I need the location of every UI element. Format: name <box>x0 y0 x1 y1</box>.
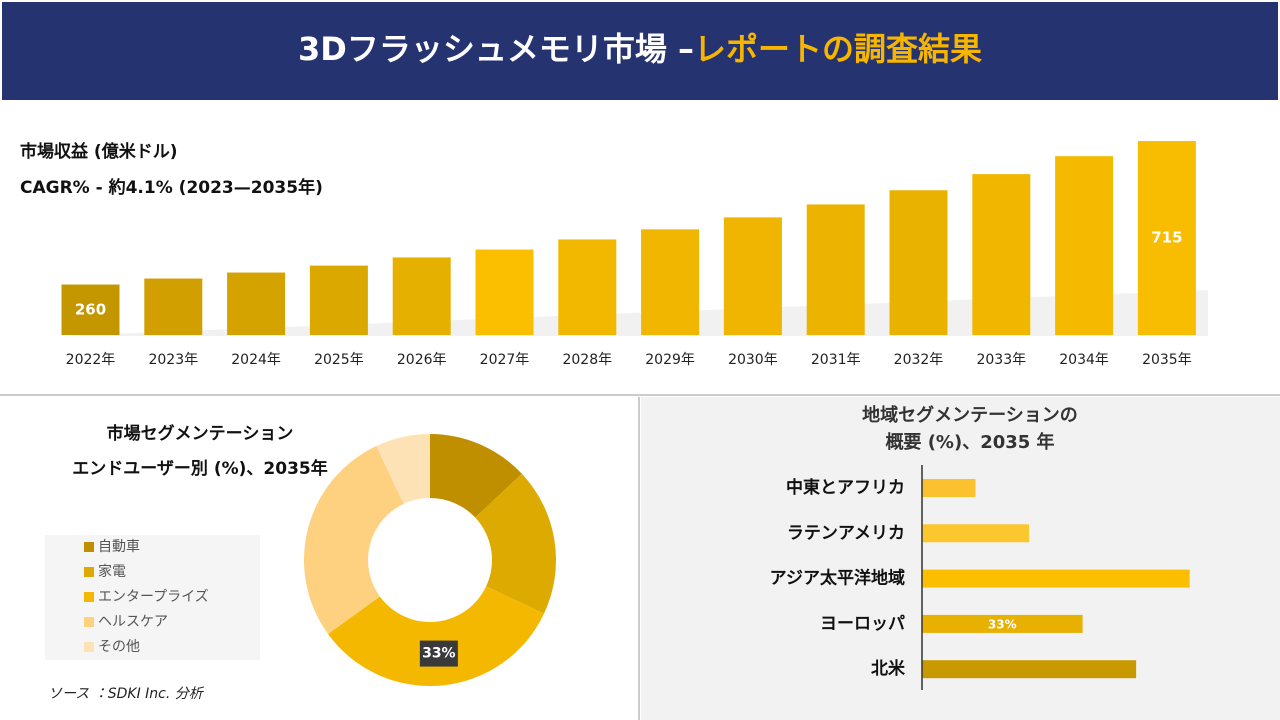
bar <box>889 190 948 335</box>
bar <box>641 229 700 335</box>
header-title: 3Dフラッシュメモリ市場 –レポートの調査結果 <box>298 30 982 68</box>
y-tick-label: 中東とアフリカ <box>786 477 905 498</box>
donut-slice <box>475 473 556 614</box>
legend-label: 家電 <box>98 563 126 580</box>
chart-title: 市場収益 (億米ドル) <box>20 141 177 162</box>
x-tick-label: 2022年 <box>66 352 116 368</box>
header-bar <box>2 2 1278 100</box>
legend-swatch <box>84 542 94 552</box>
header-title-highlight: レポートの調査結果 <box>694 30 982 68</box>
donut-slice <box>430 434 522 518</box>
bar <box>309 265 368 335</box>
legend-swatch <box>84 617 94 627</box>
x-tick-label: 2028年 <box>562 352 612 368</box>
y-tick-label: ラテンアメリカ <box>787 523 905 543</box>
bar <box>922 614 1083 633</box>
donut-slice <box>328 586 545 686</box>
bar <box>806 204 865 335</box>
bar <box>1055 156 1114 335</box>
legend-label: ヘルスケア <box>98 614 168 630</box>
x-tick-label: 2027年 <box>480 352 530 368</box>
y-tick-label: 北米 <box>871 658 906 679</box>
chart-subtitle: CAGR% - 約4.1% (2023—2035年) <box>20 177 323 198</box>
chart-subtitle: 概要 (%)、2035 年 <box>885 431 1054 453</box>
header-title-main: 3Dフラッシュメモリ市場 – <box>298 30 694 68</box>
bar <box>972 174 1031 335</box>
legend-swatch <box>84 567 94 577</box>
charts: 市場収益 (億米ドル) CAGR% - 約4.1% (2023—2035年) 202… <box>20 141 1196 690</box>
bar <box>922 524 1030 543</box>
x-tick-label: 2025年 <box>314 352 364 368</box>
bar <box>392 257 451 335</box>
chart-title: 地域セグメンテーションの <box>862 404 1078 426</box>
y-tick-label: アジア太平洋地域 <box>770 568 905 589</box>
x-tick-label: 2023年 <box>148 352 198 368</box>
data-label: 260 <box>75 300 106 318</box>
data-label: 33% <box>988 617 1017 631</box>
x-tick-label: 2034年 <box>1059 352 1109 368</box>
bar <box>723 217 782 335</box>
legend-label: その他 <box>98 639 140 655</box>
x-tick-label: 2030年 <box>728 352 778 368</box>
x-tick-label: 2032年 <box>894 352 944 368</box>
x-tick-label: 2026年 <box>397 352 447 368</box>
data-label-box <box>419 640 458 667</box>
source: ソース ：SDKI Inc. 分析 <box>48 686 205 702</box>
x-tick-label: 2024年 <box>231 352 281 368</box>
bar <box>144 278 203 335</box>
legend-box <box>45 535 260 660</box>
donut-slice <box>376 434 430 504</box>
bar <box>922 660 1137 679</box>
donut-slice <box>304 445 404 635</box>
bar <box>922 479 976 497</box>
x-tick-label: 2035年 <box>1142 352 1192 368</box>
data-label: 33% <box>422 646 456 662</box>
bar <box>922 569 1190 588</box>
legend-label: 自動車 <box>98 538 140 555</box>
chart-subtitle: エンドユーザー別 (%)、2035年 <box>72 458 327 479</box>
y-tick-label: ヨーロッパ <box>820 614 905 634</box>
chart-title: 市場セグメンテーション <box>107 423 294 444</box>
bar <box>61 284 120 335</box>
x-tick-label: 2033年 <box>976 352 1026 368</box>
bar <box>475 249 534 335</box>
legend-label: エンタープライズ <box>98 589 209 605</box>
bar <box>227 272 286 335</box>
bar <box>558 239 617 335</box>
bar <box>1137 141 1196 335</box>
legend-swatch <box>84 642 94 652</box>
legend-swatch <box>84 592 94 602</box>
data-label: 715 <box>1151 229 1182 247</box>
x-tick-label: 2029年 <box>645 352 695 368</box>
x-tick-label: 2031年 <box>811 352 861 368</box>
